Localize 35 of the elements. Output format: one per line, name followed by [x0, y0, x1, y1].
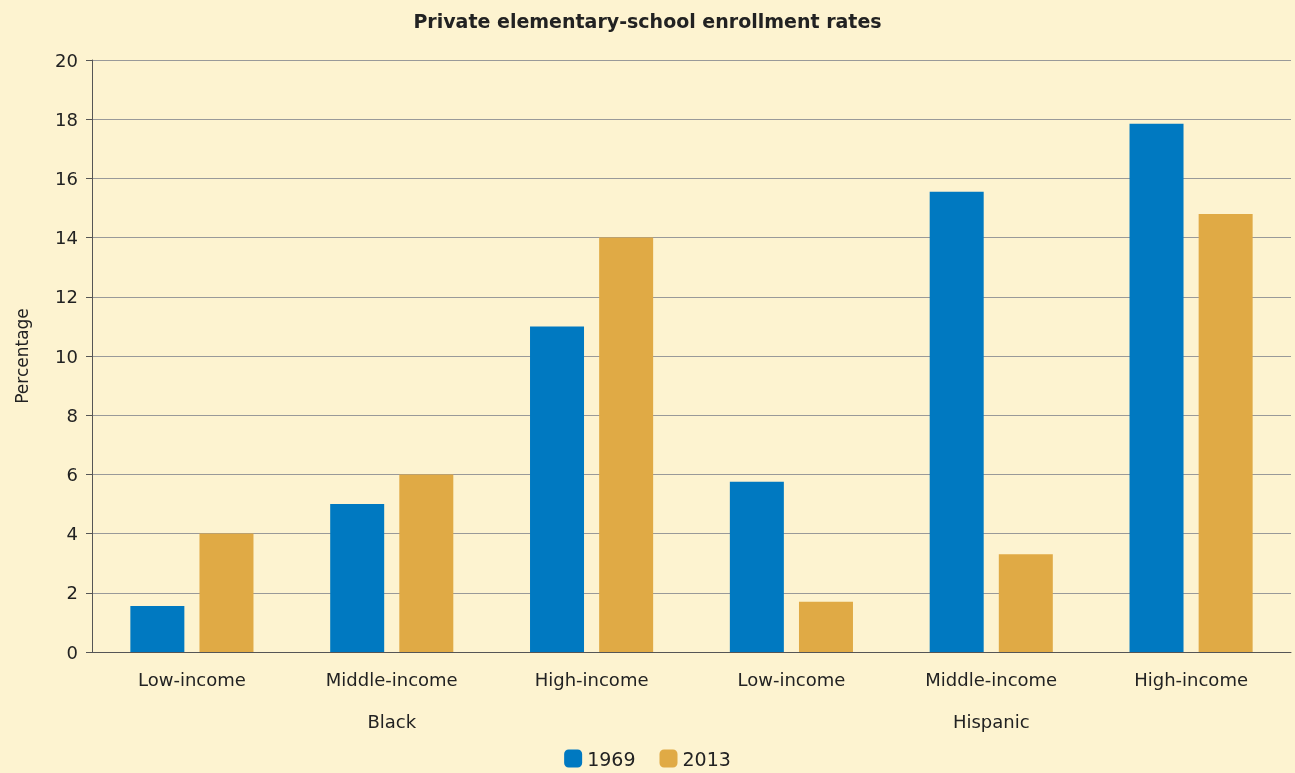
- x-tick-label: Middle-income: [325, 668, 458, 690]
- text: Black: [367, 710, 417, 732]
- y-tick-label: 18: [55, 108, 78, 130]
- text: Hispanic: [952, 710, 1030, 732]
- x-tick-label: High-income: [1134, 668, 1248, 690]
- x-tick-label: High-income: [534, 668, 649, 690]
- bar: [399, 474, 454, 652]
- x-tick-label: Low-income: [137, 668, 246, 690]
- y-tick-label: 20: [55, 49, 78, 71]
- bar: [1129, 123, 1184, 652]
- y-tick-label: 12: [55, 286, 78, 308]
- legend-label: 2013: [682, 747, 731, 770]
- bar: [798, 601, 853, 652]
- bar: [330, 504, 385, 652]
- bar: [530, 326, 585, 652]
- y-tick-label: 4: [66, 523, 78, 545]
- bar: [599, 237, 654, 652]
- y-tick-label: 16: [55, 167, 78, 189]
- y-tick-label: 2: [66, 582, 78, 604]
- bar: [199, 533, 254, 652]
- x-tick-label: Low-income: [737, 668, 846, 690]
- y-tick-label: 8: [66, 404, 78, 426]
- legend-label: 1969: [587, 747, 636, 770]
- y-tick-label: 14: [55, 227, 78, 249]
- y-tick-label: 0: [66, 641, 78, 663]
- bar: [729, 481, 784, 652]
- x-tick-label: Middle-income: [925, 668, 1058, 690]
- y-tick-label: 10: [55, 345, 78, 367]
- y-axis-title: Percentage: [11, 308, 32, 404]
- bar: [929, 191, 984, 652]
- chart-title: Private elementary-school enrollment rates: [413, 9, 882, 32]
- y-tick-label: 6: [66, 463, 78, 485]
- bar: [1198, 213, 1253, 652]
- bar: [130, 606, 185, 652]
- bar: [998, 554, 1053, 652]
